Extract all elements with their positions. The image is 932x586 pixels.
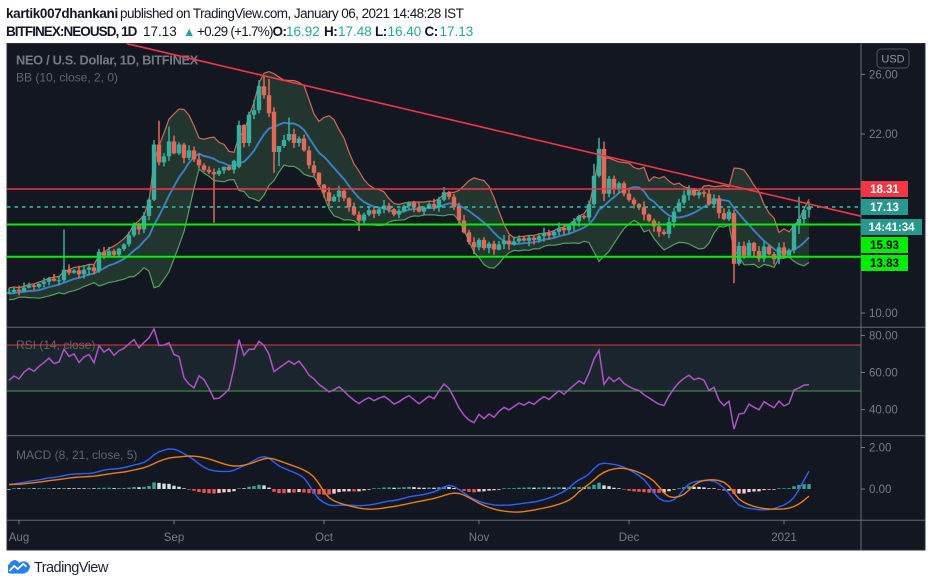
svg-text:BB (10, close, 2, 0): BB (10, close, 2, 0)	[16, 71, 118, 85]
svg-text:15.93: 15.93	[870, 240, 899, 252]
svg-text:17.13: 17.13	[870, 202, 899, 214]
svg-text:14:41:34: 14:41:34	[868, 222, 915, 234]
svg-text:10.00: 10.00	[869, 308, 898, 320]
svg-text:40.00: 40.00	[869, 405, 898, 417]
svg-text:26.00: 26.00	[869, 69, 898, 81]
svg-text:22.00: 22.00	[869, 129, 898, 141]
svg-text:18.31: 18.31	[870, 184, 899, 196]
svg-text:Dec: Dec	[619, 532, 640, 544]
svg-text:NEO / U.S. Dollar, 1D, BITFINE: NEO / U.S. Dollar, 1D, BITFINEX	[16, 53, 199, 68]
svg-text:Oct: Oct	[315, 532, 334, 544]
svg-text:Sep: Sep	[164, 532, 184, 544]
svg-text:13.83: 13.83	[870, 258, 899, 270]
svg-text:Aug: Aug	[9, 532, 29, 544]
svg-text:60.00: 60.00	[869, 368, 898, 380]
svg-text:2.00: 2.00	[869, 443, 891, 455]
svg-text:MACD (8, 21, close, 5): MACD (8, 21, close, 5)	[16, 448, 137, 462]
svg-text:2021: 2021	[771, 532, 797, 544]
svg-text:80.00: 80.00	[869, 330, 898, 342]
svg-text:Nov: Nov	[469, 532, 490, 544]
svg-text:USD: USD	[881, 54, 904, 66]
svg-text:0.00: 0.00	[869, 484, 891, 496]
